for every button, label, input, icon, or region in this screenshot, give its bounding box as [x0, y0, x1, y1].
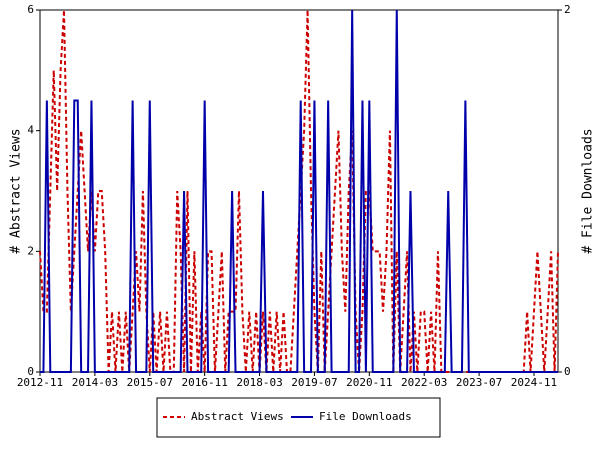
x-tick-label: 2018-03 [236, 376, 282, 389]
x-tick-label: 2020-11 [346, 376, 392, 389]
series-line [40, 9, 558, 373]
x-tick-label: 2022-03 [401, 376, 447, 389]
x-tick-label: 2019-07 [291, 376, 337, 389]
y-tick-label: 0 [27, 365, 34, 378]
x-tick-label: 2016-11 [181, 376, 227, 389]
legend-label: File Downloads [319, 410, 412, 423]
legend [156, 397, 441, 438]
y-tick-label: 2 [27, 244, 34, 257]
y-tick-label: 4 [27, 124, 34, 137]
x-tick-label: 2023-07 [456, 376, 502, 389]
legend-label: Abstract Views [191, 410, 284, 423]
x-tick-label: 2024-11 [511, 376, 557, 389]
y2-tick-label: 0 [564, 365, 571, 378]
plot-frame [39, 9, 559, 373]
y-axis-label: # Abstract Views [9, 128, 24, 253]
y2-tick-label: 2 [564, 3, 571, 16]
y2-axis-label: # File Downloads [581, 128, 596, 253]
x-tick-label: 2012-11 [17, 376, 63, 389]
x-tick-label: 2015-07 [127, 376, 173, 389]
y-tick-label: 6 [27, 3, 34, 16]
x-tick-label: 2014-03 [72, 376, 118, 389]
